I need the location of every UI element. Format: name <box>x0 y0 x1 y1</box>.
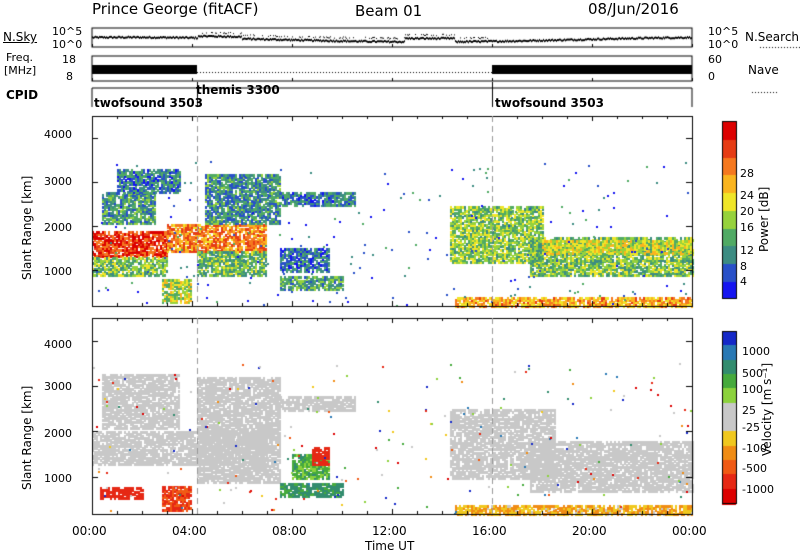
xtick-0800: 08:00 <box>272 524 307 538</box>
xtick-0400: 04:00 <box>172 524 207 538</box>
velocity-cbar-tick-25: 25 <box>742 404 756 417</box>
nave-tick-bottom: 0 <box>708 70 715 83</box>
xtick-0000: 00:00 <box>72 524 107 538</box>
power-cbar-tick-12: 12 <box>740 244 754 257</box>
xtick-1600: 16:00 <box>472 524 507 538</box>
cpid-segment-2: themis 3300 <box>196 83 280 97</box>
power-cbar-tick-16: 16 <box>740 221 754 234</box>
velocity-cbar-tick-500: 500 <box>742 367 763 380</box>
station-title: Prince George (fitACF) <box>92 0 259 18</box>
power-cbar-tick-20: 20 <box>740 205 754 218</box>
power-cbar-tick-8: 8 <box>740 260 747 273</box>
velocity-cbar-tick-100: 100 <box>742 383 763 396</box>
velocity-cbar-tick-neg1000: -1000 <box>742 483 774 496</box>
nsearch-tick-top: 10^5 <box>708 25 739 38</box>
nsearch-label: N.Search <box>745 30 800 44</box>
velocity-ytick-1000: 1000 <box>44 472 72 485</box>
nsearch-tick-bottom: 10^0 <box>708 38 739 51</box>
xtick-1200: 12:00 <box>372 524 407 538</box>
power-cbar-tick-28: 28 <box>740 167 754 180</box>
xtick-2400: 00:00 <box>672 524 707 538</box>
velocity-ytick-2000: 2000 <box>44 427 72 440</box>
freq-tick-bottom: 8 <box>66 70 73 83</box>
power-ytick-4000: 4000 <box>44 128 72 141</box>
nave-label: Nave <box>748 63 779 77</box>
power-ylabel: Slant Range [km] <box>20 175 34 280</box>
velocity-cbar-tick-neg25: -25 <box>742 421 760 434</box>
nave-tick-top: 60 <box>708 53 722 66</box>
power-colorbar-label: Power [dB] <box>757 186 771 252</box>
power-ytick-3000: 3000 <box>44 175 72 188</box>
freq-tick-top: 18 <box>62 53 76 66</box>
velocity-cbar-tick-1000: 1000 <box>742 345 770 358</box>
nsky-label: N.Sky <box>3 30 38 44</box>
power-ytick-2000: 2000 <box>44 221 72 234</box>
cpid-segment-3: twofsound 3503 <box>495 96 604 110</box>
cpid-label: CPID <box>6 88 39 102</box>
freq-label: Freq. <box>6 51 34 64</box>
velocity-ylabel: Slant Range [km] <box>20 385 34 490</box>
velocity-ytick-3000: 3000 <box>44 380 72 393</box>
velocity-cbar-tick-neg500: -500 <box>742 462 767 475</box>
velocity-ytick-4000: 4000 <box>44 338 72 351</box>
freq-unit-label: [MHz] <box>4 64 37 77</box>
velocity-cbar-tick-neg100: -100 <box>742 442 767 455</box>
xlabel-time-ut: Time UT <box>365 539 415 553</box>
nsky-tick-bottom: 10^0 <box>52 38 83 51</box>
date-title: 08/Jun/2016 <box>588 0 679 18</box>
beam-title: Beam 01 <box>355 2 423 20</box>
power-cbar-tick-24: 24 <box>740 189 754 202</box>
power-ytick-1000: 1000 <box>44 265 72 278</box>
nsky-tick-top: 10^5 <box>52 25 83 38</box>
power-cbar-tick-4: 4 <box>740 275 747 288</box>
xtick-2000: 20:00 <box>572 524 607 538</box>
cpid-segment-1: twofsound 3503 <box>94 96 203 110</box>
